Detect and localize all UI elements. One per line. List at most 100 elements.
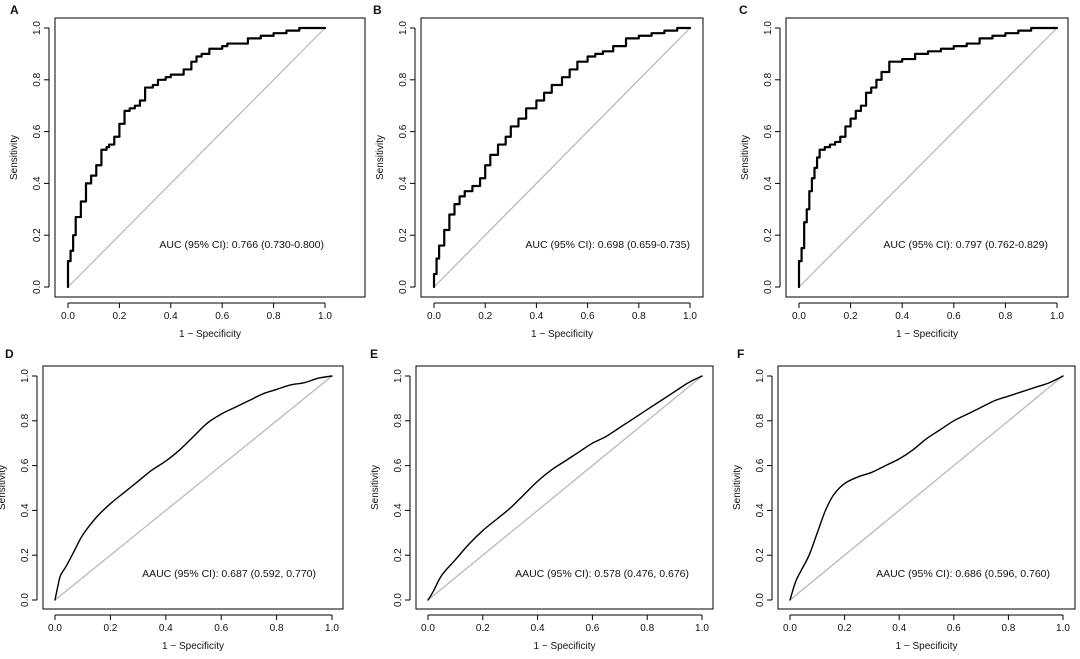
y-tick-label: 0.0 — [393, 593, 404, 607]
y-axis-label: Sensitivity — [0, 465, 8, 510]
x-tick-label: 0.0 — [61, 311, 75, 322]
x-axis-label: 1 − Specificity — [162, 641, 224, 652]
y-tick-label: 0.0 — [20, 593, 31, 607]
reference-diagonal-line — [433, 27, 691, 288]
x-tick-label: 1.0 — [1056, 623, 1070, 634]
x-tick-label: 0.4 — [895, 311, 909, 322]
x-axis-label: 1 − Specificity — [534, 641, 596, 652]
reference-diagonal-line — [427, 375, 703, 601]
y-tick-label: 0.4 — [398, 176, 409, 190]
panel-b: B 0.0 0.2 0.4 0.6 0.8 1.0 0.0 0.2 0.4 0.6 0.8 1.0 1 −… — [373, 3, 704, 340]
reference-diagonal-line — [798, 27, 1058, 288]
roc-curve-line — [432, 26, 692, 289]
y-tick-label: 0.6 — [32, 124, 43, 138]
panel-letter: B — [373, 3, 382, 17]
y-tick-label: 0.6 — [398, 124, 409, 138]
x-tick-label: 0.2 — [478, 311, 492, 322]
x-tick-label: 0.2 — [844, 311, 858, 322]
roc-curve-line — [789, 375, 1064, 601]
auc-annotation: AAUC (95% CI): 0.687 (0.592, 0.770) — [142, 568, 316, 580]
plot-frame — [420, 17, 704, 298]
panel-c: C 0.0 0.2 0.4 0.6 0.8 1.0 0.0 0.2 0.4 0.6 0.8 1.0 1 −… — [739, 3, 1069, 340]
roc-curve-line — [54, 375, 333, 601]
y-tick-label: 0.8 — [393, 413, 404, 427]
x-tick-label: 0.0 — [783, 623, 797, 634]
x-tick-label: 0.0 — [427, 311, 441, 322]
x-tick-label: 0.2 — [838, 623, 852, 634]
x-tick-label: 0.4 — [164, 311, 178, 322]
x-axis-label: 1 − Specificity — [896, 329, 958, 340]
y-tick-label: 1.0 — [32, 21, 43, 35]
x-tick-label: 0.6 — [585, 623, 599, 634]
x-axis-label: 1 − Specificity — [531, 329, 593, 340]
y-tick-label: 0.8 — [20, 413, 31, 427]
roc-curve-line — [427, 375, 703, 601]
x-tick-label: 0.6 — [214, 623, 228, 634]
x-tick-label: 0.2 — [103, 623, 117, 634]
y-tick-label: 0.2 — [763, 228, 774, 242]
panel-letter: A — [10, 3, 19, 17]
y-tick-label: 0.4 — [32, 176, 43, 190]
y-tick-label: 0.6 — [763, 124, 774, 138]
reference-diagonal-line — [67, 27, 326, 288]
plot-frame — [415, 365, 714, 610]
y-tick-label: 0.8 — [763, 72, 774, 86]
y-axis-label: Sensitivity — [370, 465, 381, 510]
x-tick-label: 0.4 — [531, 623, 545, 634]
y-tick-label: 0.2 — [393, 548, 404, 562]
x-tick-label: 0.4 — [892, 623, 906, 634]
y-axis-label: Sensitivity — [375, 135, 386, 180]
y-tick-label: 0.6 — [20, 458, 31, 472]
x-tick-label: 0.0 — [792, 311, 806, 322]
y-tick-label: 0.2 — [755, 548, 766, 562]
x-tick-label: 0.8 — [270, 623, 284, 634]
x-tick-label: 1.0 — [683, 311, 697, 322]
x-tick-label: 1.0 — [1050, 311, 1064, 322]
panel-f: F 0.0 0.2 0.4 0.6 0.8 1.0 0.0 0.2 0.4 0.6 0.8 1.0 1 −… — [732, 347, 1076, 652]
panel-letter: F — [737, 347, 744, 361]
y-axis-label: Sensitivity — [740, 135, 751, 180]
y-tick-label: 1.0 — [20, 369, 31, 383]
roc-curve-line — [66, 26, 327, 289]
x-tick-label: 0.0 — [421, 623, 435, 634]
y-tick-label: 0.8 — [755, 413, 766, 427]
auc-annotation: AUC (95% CI): 0.797 (0.762-0.829) — [883, 239, 1048, 251]
plot-frame — [785, 17, 1069, 298]
y-tick-label: 0.6 — [393, 458, 404, 472]
x-tick-label: 0.6 — [215, 311, 229, 322]
x-tick-label: 1.0 — [318, 311, 332, 322]
x-tick-label: 0.8 — [640, 623, 654, 634]
y-tick-label: 1.0 — [393, 369, 404, 383]
x-tick-label: 0.8 — [632, 311, 646, 322]
y-tick-label: 0.4 — [20, 503, 31, 517]
y-tick-label: 1.0 — [398, 21, 409, 35]
x-tick-label: 0.6 — [947, 311, 961, 322]
plot-frame — [42, 365, 344, 610]
x-axis-label: 1 − Specificity — [896, 641, 958, 652]
x-tick-label: 0.8 — [267, 311, 281, 322]
x-tick-label: 0.0 — [48, 623, 62, 634]
y-tick-label: 0.4 — [755, 503, 766, 517]
auc-annotation: AUC (95% CI): 0.698 (0.659-0.735) — [525, 239, 690, 251]
x-tick-label: 0.4 — [529, 311, 543, 322]
plot-frame — [54, 17, 366, 298]
x-tick-label: 0.8 — [1001, 623, 1015, 634]
auc-annotation: AUC (95% CI): 0.766 (0.730-0.800) — [159, 239, 324, 251]
x-tick-label: 0.6 — [947, 623, 961, 634]
y-tick-label: 0.0 — [755, 593, 766, 607]
y-tick-label: 0.8 — [32, 72, 43, 86]
x-tick-label: 0.4 — [159, 623, 173, 634]
panel-d: D 0.0 0.2 0.4 0.6 0.8 1.0 0.0 0.2 0.4 0.6 0.8 1.0 1 −… — [0, 347, 344, 652]
y-tick-label: 0.8 — [398, 72, 409, 86]
panel-letter: E — [370, 347, 378, 361]
y-tick-label: 0.2 — [20, 548, 31, 562]
x-axis-label: 1 − Specificity — [179, 329, 241, 340]
x-tick-label: 0.2 — [476, 623, 490, 634]
x-tick-label: 1.0 — [325, 623, 339, 634]
y-tick-label: 0.0 — [398, 280, 409, 294]
y-tick-label: 1.0 — [763, 21, 774, 35]
auc-annotation: AAUC (95% CI): 0.686 (0.596, 0.760) — [876, 568, 1050, 580]
panel-letter: C — [739, 3, 748, 17]
x-tick-label: 1.0 — [695, 623, 709, 634]
